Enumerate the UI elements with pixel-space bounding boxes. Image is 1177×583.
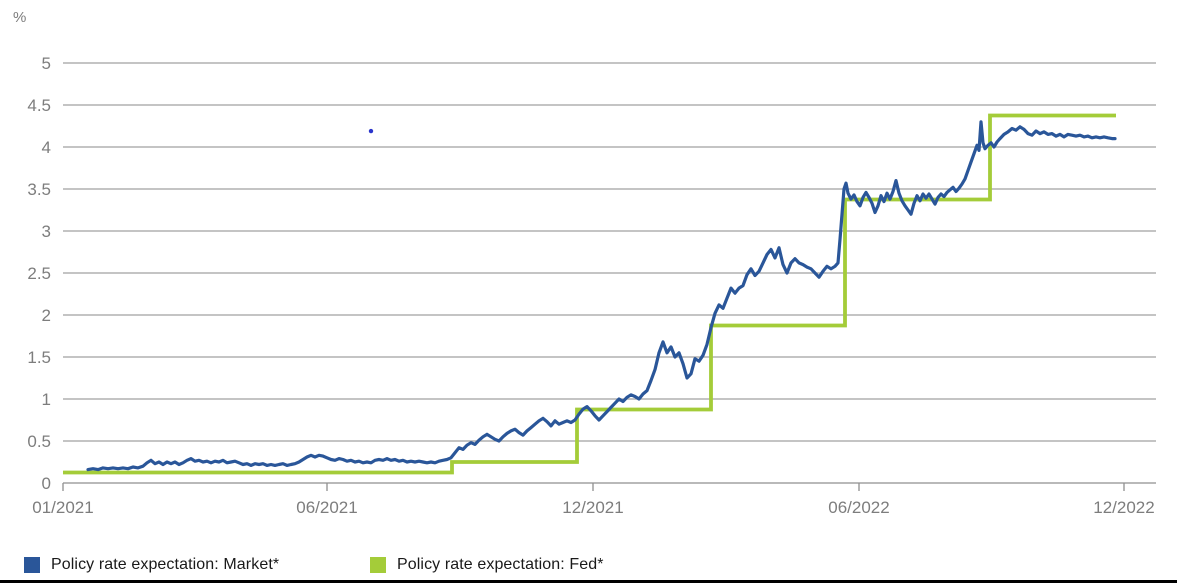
y-axis-unit-label: % (13, 9, 26, 26)
bottom-border (0, 580, 1177, 583)
y-axis-tick-label: 1 (42, 390, 51, 409)
legend-item-market: Policy rate expectation: Market* (24, 554, 279, 576)
x-axis-tick-label: 06/2021 (296, 498, 357, 517)
legend-swatch-market (24, 557, 40, 573)
legend-swatch-fed (370, 557, 386, 573)
legend-label-fed: Policy rate expectation: Fed* (397, 556, 604, 573)
y-axis-tick-label: 3.5 (27, 180, 51, 199)
x-axis-tick-label: 12/2021 (562, 498, 623, 517)
x-axis-tick-label: 12/2022 (1093, 498, 1154, 517)
stray-data-point (368, 128, 374, 134)
legend-label-market: Policy rate expectation: Market* (51, 556, 280, 573)
y-axis-tick-label: 1.5 (27, 348, 51, 367)
series-market-line (86, 120, 1117, 472)
x-axis-tick-label: 01/2021 (32, 498, 93, 517)
x-axis-tick-label: 06/2022 (828, 498, 889, 517)
y-axis-tick-label: 2 (42, 306, 51, 325)
series-fed-step-line (63, 113, 1116, 475)
y-axis-tick-label: 0 (42, 474, 51, 493)
y-axis-tick-label: 0.5 (27, 432, 51, 451)
y-axis-tick-label: 4.5 (27, 96, 51, 115)
legend-item-fed: Policy rate expectation: Fed* (370, 554, 604, 576)
chart-legend: Policy rate expectation: Market* Policy … (0, 552, 1177, 578)
y-axis-tick-label: 4 (42, 138, 51, 157)
y-axis-tick-label: 3 (42, 222, 51, 241)
y-axis-tick-label: 5 (42, 54, 51, 73)
y-axis-tick-label: 2.5 (27, 264, 51, 283)
